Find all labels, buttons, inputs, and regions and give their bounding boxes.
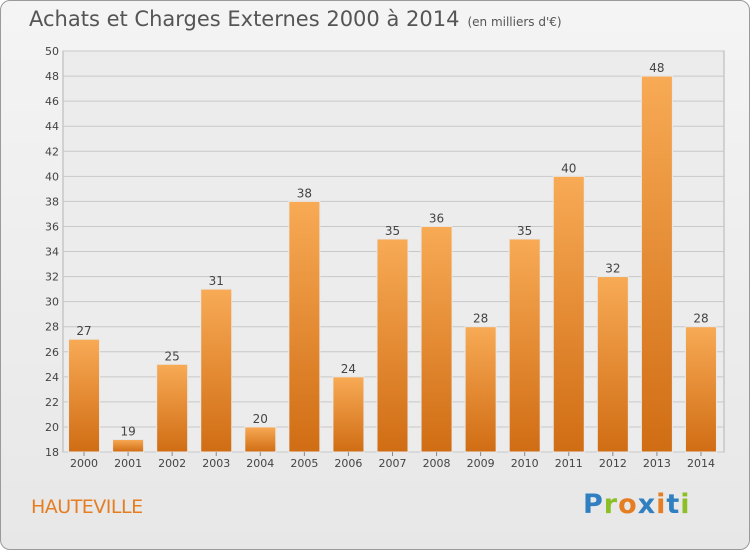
y-tick-label: 38 <box>45 195 59 208</box>
bars: 27 19 25 31 20 38 24 35 36 28 35 40 32 48 28 <box>68 61 717 453</box>
y-tick-label: 18 <box>45 446 59 459</box>
bar-2008 <box>420 225 453 453</box>
x-tick-label: 2012 <box>599 457 627 470</box>
bar-value-label: 20 <box>253 412 268 426</box>
bar-value-label: 48 <box>649 61 664 75</box>
bar-2009 <box>464 326 497 453</box>
bar-2013 <box>640 75 673 453</box>
bar-value-label: 35 <box>385 224 400 238</box>
y-tick-label: 28 <box>45 321 59 334</box>
y-tick-label: 46 <box>45 95 59 108</box>
x-tick-label: 2007 <box>379 457 407 470</box>
x-tick-label: 2008 <box>423 457 451 470</box>
bar-value-label: 25 <box>165 349 180 363</box>
location-name: HAUTEVILLE <box>31 496 143 518</box>
x-tick-label: 2009 <box>467 457 495 470</box>
bar-2000 <box>68 338 101 453</box>
y-tick-label: 26 <box>45 346 59 359</box>
bar-value-label: 28 <box>473 312 488 326</box>
bar-value-label: 19 <box>120 424 135 438</box>
chart-title-block: Achats et Charges Externes 2000 à 2014 (e… <box>29 7 562 31</box>
bar-value-label: 24 <box>341 362 356 376</box>
bar-2002 <box>156 363 189 453</box>
logo-letter: i <box>680 489 691 520</box>
x-tick-label: 2001 <box>114 457 142 470</box>
y-tick-label: 30 <box>45 296 59 309</box>
bar-value-label: 40 <box>561 161 576 175</box>
x-axis-labels: 2000 2001 2002 2003 2004 2005 2006 2007 2008 2009… <box>70 452 715 470</box>
logo-letter: P <box>583 489 604 520</box>
bar-value-label: 27 <box>76 324 91 338</box>
x-tick-label: 2002 <box>158 457 186 470</box>
y-tick-label: 40 <box>45 170 59 183</box>
bar-2007 <box>376 238 409 453</box>
x-tick-label: 2000 <box>70 457 98 470</box>
logo-letter: o <box>618 489 638 520</box>
bar-value-label: 31 <box>209 274 224 288</box>
logo-letter: t <box>666 489 681 520</box>
chart-unit: (en milliers d'€) <box>467 15 562 29</box>
bar-value-label: 32 <box>605 262 620 276</box>
y-axis-labels: 18 20 22 24 26 28 30 32 34 36 38 40 42 44 46 48 50 <box>45 45 59 459</box>
bar-2006 <box>332 376 365 453</box>
y-tick-label: 48 <box>45 70 59 83</box>
x-tick-label: 2010 <box>511 457 539 470</box>
bar-value-label: 38 <box>297 186 312 200</box>
x-tick-label: 2006 <box>334 457 362 470</box>
bar-2003 <box>200 288 233 453</box>
bar-2005 <box>288 200 321 453</box>
x-tick-label: 2013 <box>643 457 671 470</box>
y-tick-label: 22 <box>45 396 59 409</box>
x-tick-label: 2011 <box>555 457 583 470</box>
bar-2011 <box>552 175 585 453</box>
bar-value-label: 28 <box>693 312 708 326</box>
bar-value-label: 36 <box>429 211 444 225</box>
logo-letter: i <box>656 489 667 520</box>
y-tick-label: 34 <box>45 246 59 259</box>
x-tick-label: 2005 <box>290 457 318 470</box>
bar-2004 <box>244 426 277 453</box>
y-tick-label: 20 <box>45 421 59 434</box>
logo-letter: x <box>637 489 657 520</box>
bar-2001 <box>112 438 145 453</box>
bar-2012 <box>596 276 629 453</box>
y-tick-label: 44 <box>45 120 59 133</box>
y-tick-label: 50 <box>45 45 59 58</box>
y-tick-label: 36 <box>45 220 59 233</box>
proxiti-logo: Proxiti <box>583 489 691 520</box>
bar-2014 <box>684 326 717 453</box>
x-tick-label: 2014 <box>687 457 715 470</box>
y-tick-label: 24 <box>45 371 59 384</box>
x-tick-label: 2003 <box>202 457 230 470</box>
bar-2010 <box>508 238 541 453</box>
y-tick-label: 42 <box>45 145 59 158</box>
bar-value-label: 35 <box>517 224 532 238</box>
chart-title: Achats et Charges Externes 2000 à 2014 <box>29 7 460 31</box>
logo-letter: r <box>603 489 619 520</box>
y-tick-label: 32 <box>45 271 59 284</box>
x-tick-label: 2004 <box>246 457 274 470</box>
